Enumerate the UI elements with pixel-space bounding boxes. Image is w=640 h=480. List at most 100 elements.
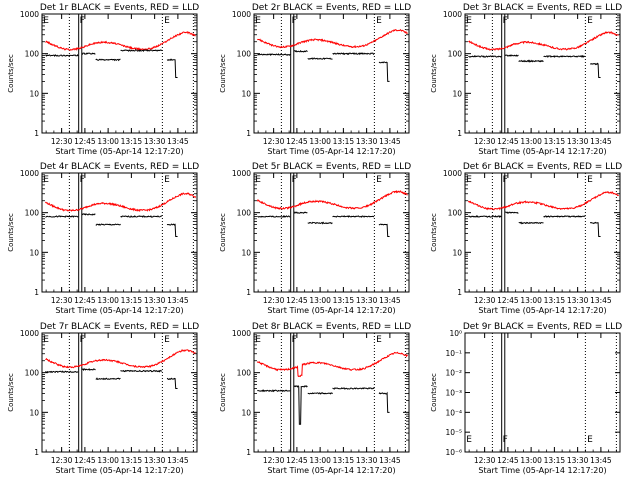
y-tick-label: 1	[457, 129, 462, 138]
y-tick-label: 10⁰	[449, 329, 462, 338]
marker-label-e: E	[587, 16, 593, 26]
events-curve	[468, 55, 502, 58]
x-axis-label: Start Time (05-Apr-14 12:17:20)	[478, 306, 606, 315]
panel-title: Det 6r BLACK = Events, RED = LLD	[463, 162, 622, 172]
x-tick-label: 12:30	[51, 456, 73, 465]
events-curve	[95, 377, 121, 381]
x-tick-label: 13:15	[333, 137, 355, 146]
events-curve	[293, 384, 308, 425]
marker-label-f: F	[292, 175, 297, 185]
y-axis-label: Counts/sec	[7, 54, 15, 93]
events-curve	[120, 215, 163, 219]
y-tick-label: 100	[237, 50, 252, 59]
x-tick-label: 12:45	[74, 456, 96, 465]
x-tick-label: 12:30	[51, 296, 73, 305]
y-tick-label: 10	[241, 408, 251, 417]
y-tick-label: 1000	[232, 10, 251, 19]
x-tick-label: 12:45	[497, 296, 519, 305]
marker-label-f: F	[80, 335, 85, 345]
y-tick-label: 10⁻⁶	[445, 448, 462, 457]
lld-curve	[256, 189, 408, 210]
marker-label-e: E	[466, 175, 472, 185]
y-axis-label: Counts/sec	[219, 213, 227, 252]
y-tick-label: 10	[29, 408, 39, 417]
x-tick-label: 12:30	[474, 296, 496, 305]
x-axis-label: Start Time (05-Apr-14 12:17:20)	[478, 147, 606, 156]
x-tick-label: 13:15	[121, 296, 143, 305]
y-tick-label: 1	[246, 129, 251, 138]
y-tick-label: 1000	[20, 10, 39, 19]
x-tick-label: 13:45	[379, 137, 401, 146]
marker-label-e: E	[466, 16, 472, 26]
x-tick-label: 13:45	[167, 137, 189, 146]
x-tick-label: 13:30	[567, 456, 589, 465]
events-curve	[81, 213, 96, 216]
y-tick-label: 1	[34, 448, 39, 457]
events-curve	[95, 58, 121, 62]
x-tick-label: 13:00	[97, 137, 119, 146]
plot-frame	[464, 13, 621, 134]
marker-label-e: E	[255, 175, 261, 185]
x-tick-label: 13:30	[144, 137, 166, 146]
y-tick-label: 100	[25, 369, 40, 378]
x-tick-label: 13:30	[567, 137, 589, 146]
y-tick-label: 1	[457, 288, 462, 297]
events-curve	[45, 370, 79, 374]
events-curve	[45, 54, 79, 57]
events-curve	[45, 215, 79, 218]
events-curve	[504, 211, 519, 214]
panel-title: Det 3r BLACK = Events, RED = LLD	[463, 3, 622, 13]
y-tick-label: 100	[237, 369, 252, 378]
x-tick-label: 12:30	[474, 137, 496, 146]
x-tick-label: 12:30	[474, 456, 496, 465]
events-curve	[307, 221, 333, 225]
events-curve	[518, 59, 544, 63]
y-tick-label: 10⁻²	[445, 369, 462, 378]
x-tick-label: 13:30	[144, 456, 166, 465]
x-tick-label: 13:15	[544, 137, 566, 146]
y-axis-label: Counts/sec	[7, 373, 15, 412]
events-curve	[378, 391, 390, 413]
events-curve	[293, 50, 308, 53]
y-tick-label: 1000	[443, 10, 462, 19]
events-curve	[120, 49, 163, 53]
x-tick-label: 12:30	[263, 456, 285, 465]
x-tick-label: 13:00	[309, 456, 331, 465]
panel-title: Det 8r BLACK = Events, RED = LLD	[252, 322, 411, 332]
x-tick-label: 12:30	[51, 137, 73, 146]
marker-label-f: F	[80, 16, 85, 26]
marker-label-f: F	[503, 435, 508, 445]
x-tick-label: 12:45	[497, 456, 519, 465]
lld-curve	[257, 28, 408, 49]
y-tick-label: 1000	[232, 169, 251, 178]
events-curve	[307, 392, 333, 395]
events-curve	[543, 215, 586, 218]
events-curve	[332, 215, 375, 218]
events-curve	[120, 369, 163, 373]
marker-label-e: E	[587, 435, 593, 445]
x-tick-label: 13:45	[590, 456, 612, 465]
panel-title: Det 4r BLACK = Events, RED = LLD	[40, 162, 199, 172]
x-axis-label: Start Time (05-Apr-14 12:17:20)	[267, 466, 395, 475]
x-axis-label: Start Time (05-Apr-14 12:17:20)	[55, 306, 183, 315]
x-tick-label: 13:00	[520, 137, 542, 146]
x-tick-label: 12:45	[74, 296, 96, 305]
y-tick-label: 100	[237, 209, 252, 218]
y-tick-label: 10	[241, 89, 251, 98]
marker-label-e: E	[376, 335, 382, 345]
x-tick-label: 12:45	[286, 137, 308, 146]
x-axis-label: Start Time (05-Apr-14 12:17:20)	[55, 466, 183, 475]
y-tick-label: 10⁻⁵	[445, 428, 462, 437]
x-tick-label: 13:45	[167, 296, 189, 305]
x-axis-label: Start Time (05-Apr-14 12:17:20)	[267, 306, 395, 315]
events-curve	[166, 223, 178, 238]
events-curve	[543, 54, 586, 59]
y-axis-label: Counts/sec	[430, 213, 438, 252]
panel-2: Det 2r BLACK = Events, RED = LLD 1 10 100 10…	[219, 3, 411, 156]
y-axis-label: Counts/sec	[7, 213, 15, 252]
events-curve	[293, 211, 308, 214]
x-tick-label: 12:45	[74, 137, 96, 146]
lld-curve	[467, 191, 619, 211]
events-curve	[378, 61, 390, 82]
panel-title: Det 9r BLACK = Events, RED = LLD	[463, 322, 622, 332]
